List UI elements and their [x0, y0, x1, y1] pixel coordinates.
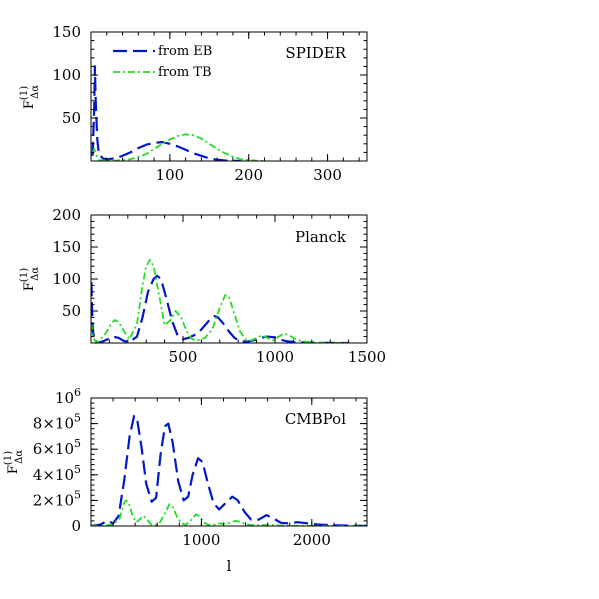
planck-xtick-label: 1500	[348, 348, 386, 366]
panel-planck-ylabel: F(1)Δα	[19, 267, 41, 291]
panel-cmbpol-ticks: 1000 2000 0 2×105 4×105 6×105 8×105 106	[33, 386, 367, 549]
spider-series-tb	[91, 133, 265, 161]
cmbpol-ytick-label: 6×105	[33, 437, 81, 458]
panel-spider: 100 200 300 50 100 150 SPIDER from EB from TB…	[19, 23, 368, 184]
cmbpol-xtick-label: 2000	[293, 531, 331, 549]
legend: from EB from TB	[113, 44, 212, 80]
ylabel-main: F	[22, 282, 37, 291]
planck-xtick-label: 500	[169, 348, 198, 366]
panel-cmbpol-ylabel: F(1)Δα	[3, 450, 25, 474]
panel-spider-ylabel: F(1)Δα	[19, 85, 41, 109]
planck-ytick-label: 100	[52, 270, 81, 288]
panel-cmbpol-frame	[90, 397, 368, 527]
panel-cmbpol-xlabel: l	[227, 557, 232, 575]
ylabel-sub: Δα	[14, 450, 25, 464]
spider-ytick-label: 50	[62, 109, 81, 127]
ylabel-sub: Δα	[30, 85, 41, 99]
panel-planck-label: Planck	[295, 228, 347, 246]
spider-ytick-label: 100	[52, 66, 81, 84]
panel-spider-label: SPIDER	[285, 44, 346, 62]
panel-spider-ticks: 100 200 300 50 100 150	[52, 23, 367, 184]
spider-xtick-label: 300	[313, 166, 342, 184]
cmbpol-ytick-label: 8×105	[33, 412, 81, 433]
cmbpol-ytick-label: 106	[55, 386, 81, 407]
panel-planck: 500 1000 1500 50 100 150 200 Planck F(1)Δα	[19, 206, 386, 366]
cmbpol-series-eb	[91, 414, 367, 526]
panel-planck-ticks: 500 1000 1500 50 100 150 200	[52, 206, 386, 366]
ylabel-sup: (1)	[19, 86, 30, 100]
planck-ytick-label: 200	[52, 206, 81, 224]
ylabel-main: F	[22, 100, 37, 109]
cmbpol-ytick-label: 2×105	[33, 488, 81, 509]
panel-planck-lines	[91, 258, 349, 343]
cmbpol-ytick-label: 0	[71, 517, 81, 535]
ylabel-sub: Δα	[30, 267, 41, 281]
spider-ytick-label: 150	[52, 23, 81, 41]
legend-eb-label: from EB	[158, 44, 212, 59]
spider-series-eb	[91, 65, 241, 161]
planck-ytick-label: 50	[62, 302, 81, 320]
planck-series-tb	[91, 258, 349, 343]
panel-spider-frame	[90, 31, 368, 162]
cmbpol-ytick-label: 4×105	[33, 463, 81, 484]
spider-xtick-label: 100	[156, 166, 185, 184]
panel-cmbpol-lines	[91, 414, 367, 526]
planck-xtick-label: 1000	[256, 348, 294, 366]
panel-cmbpol-label: CMBPol	[285, 410, 346, 428]
ylabel-main: F	[6, 465, 21, 474]
cmbpol-xtick-label: 1000	[182, 531, 220, 549]
legend-tb-label: from TB	[158, 65, 212, 80]
ylabel-sup: (1)	[19, 268, 30, 282]
panel-spider-lines	[91, 65, 265, 161]
spider-xtick-label: 200	[234, 166, 263, 184]
ylabel-sup: (1)	[3, 451, 14, 465]
cmbpol-series-tb	[91, 499, 367, 526]
planck-series-eb	[91, 274, 349, 343]
planck-ytick-label: 150	[52, 238, 81, 256]
